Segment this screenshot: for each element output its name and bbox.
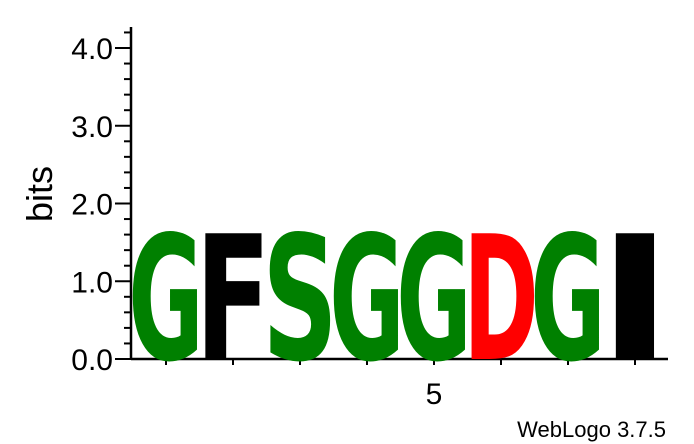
y-tick-label: 4.0 bbox=[71, 33, 113, 66]
logo-letter-g: G bbox=[396, 199, 472, 400]
y-tick-label: 3.0 bbox=[71, 111, 113, 144]
logo-letter-g: G bbox=[530, 199, 606, 400]
y-axis-label: bits bbox=[19, 166, 60, 222]
logo-letter-i: I bbox=[597, 200, 673, 401]
y-axis: 0.0 1.0 2.0 3.0 4.0 bbox=[71, 27, 133, 377]
x-axis: 5 bbox=[131, 357, 668, 411]
logo-letter-g: G bbox=[329, 199, 405, 400]
x-tick-label: 5 bbox=[426, 378, 443, 411]
y-tick-label: 1.0 bbox=[71, 266, 113, 299]
weblogo-credit: WebLogo 3.7.5 bbox=[517, 417, 666, 442]
logo-letter-d: D bbox=[463, 199, 539, 400]
y-tick-label: 2.0 bbox=[71, 189, 113, 222]
logo-letter-s: S bbox=[262, 198, 338, 400]
logo-letter-f: F bbox=[195, 199, 271, 400]
logo-letter-g: G bbox=[128, 199, 204, 400]
y-tick-label: 0.0 bbox=[71, 344, 113, 377]
